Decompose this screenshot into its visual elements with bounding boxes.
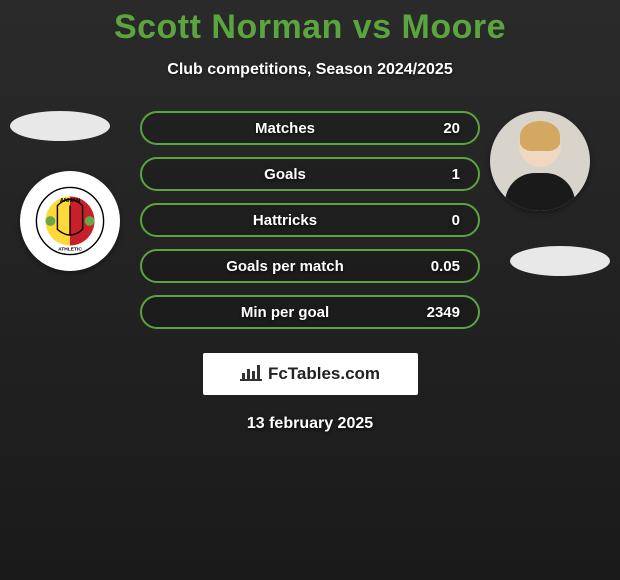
stat-label: Min per goal (160, 304, 410, 321)
stat-label: Matches (160, 120, 410, 137)
stat-row-goals: Goals 1 (140, 157, 480, 191)
right-player-avatar (490, 111, 590, 211)
stat-value: 1 (410, 166, 460, 183)
stats-list: Matches 20 Goals 1 Hattricks 0 Goals per… (140, 111, 480, 341)
left-club-badge: ANNAN ATHLETIC (20, 171, 120, 271)
stat-label: Goals per match (160, 258, 410, 275)
left-ellipse-placeholder (10, 111, 110, 141)
bar-chart-icon (240, 363, 262, 386)
date-text: 13 february 2025 (0, 415, 620, 433)
main-area: ANNAN ATHLETIC Matches 20 Goals 1 Hattri… (0, 111, 620, 331)
page-title: Scott Norman vs Moore (0, 8, 620, 47)
stat-row-min-per-goal: Min per goal 2349 (140, 295, 480, 329)
stat-label: Hattricks (160, 212, 410, 229)
stat-value: 2349 (410, 304, 460, 321)
svg-text:ATHLETIC: ATHLETIC (58, 246, 82, 252)
branding-badge: FcTables.com (203, 353, 418, 395)
stat-value: 20 (410, 120, 460, 137)
right-ellipse-placeholder (510, 246, 610, 276)
subtitle: Club competitions, Season 2024/2025 (0, 61, 620, 79)
stat-row-goals-per-match: Goals per match 0.05 (140, 249, 480, 283)
svg-text:ANNAN: ANNAN (60, 198, 80, 204)
stat-label: Goals (160, 166, 410, 183)
infographic-root: Scott Norman vs Moore Club competitions,… (0, 0, 620, 433)
annan-athletic-crest-icon: ANNAN ATHLETIC (35, 186, 105, 256)
stat-row-hattricks: Hattricks 0 (140, 203, 480, 237)
stat-row-matches: Matches 20 (140, 111, 480, 145)
branding-text: FcTables.com (268, 364, 380, 384)
stat-value: 0.05 (410, 258, 460, 275)
stat-value: 0 (410, 212, 460, 229)
